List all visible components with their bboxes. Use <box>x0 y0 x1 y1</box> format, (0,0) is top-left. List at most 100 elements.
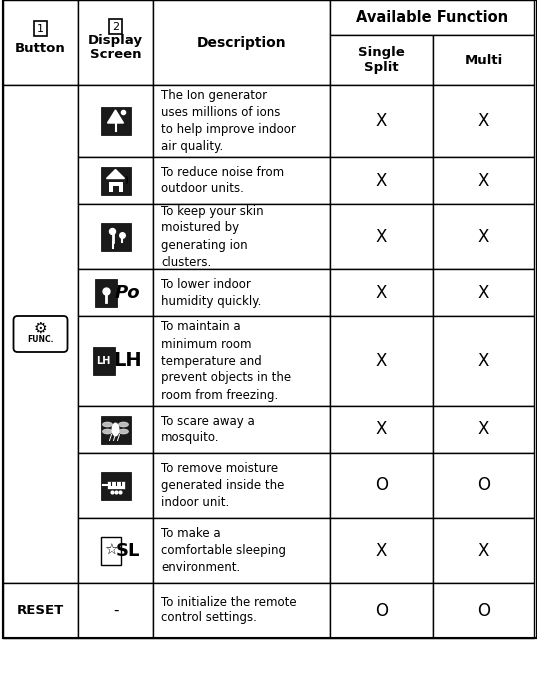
Text: Description: Description <box>197 36 286 49</box>
Text: Multi: Multi <box>465 53 503 66</box>
Bar <box>433 316 534 406</box>
Bar <box>433 518 534 583</box>
Text: X: X <box>376 352 387 370</box>
Bar <box>78 269 153 316</box>
Text: Display: Display <box>88 34 143 47</box>
Bar <box>78 453 153 518</box>
Bar <box>108 181 122 191</box>
Bar <box>106 481 125 489</box>
Text: X: X <box>478 172 489 189</box>
Polygon shape <box>106 170 125 178</box>
Bar <box>78 583 153 638</box>
Text: X: X <box>478 283 489 301</box>
Text: To remove moisture
generated inside the
indoor unit.: To remove moisture generated inside the … <box>161 462 285 509</box>
Text: LH: LH <box>96 356 111 366</box>
Ellipse shape <box>119 429 128 434</box>
Bar <box>100 537 120 564</box>
Bar <box>153 518 330 583</box>
Bar <box>100 471 130 500</box>
Text: Button: Button <box>15 42 66 55</box>
Bar <box>92 347 114 375</box>
Bar <box>153 269 330 316</box>
Bar <box>78 0 153 85</box>
Bar <box>78 85 153 157</box>
Circle shape <box>110 228 115 235</box>
Bar <box>433 269 534 316</box>
Text: To make a
comfortable sleeping
environment.: To make a comfortable sleeping environme… <box>161 527 286 574</box>
Bar <box>433 35 534 85</box>
Text: To initialize the remote
control settings.: To initialize the remote control setting… <box>161 596 296 625</box>
Bar <box>153 316 330 406</box>
Bar <box>330 269 433 316</box>
Text: ⚙: ⚙ <box>34 320 47 335</box>
Bar <box>100 166 130 195</box>
Text: X: X <box>376 283 387 301</box>
Text: X: X <box>376 172 387 189</box>
Text: RESET: RESET <box>17 604 64 617</box>
Text: X: X <box>478 352 489 370</box>
Bar <box>153 0 330 85</box>
Bar <box>78 204 153 269</box>
Bar <box>330 583 433 638</box>
Bar <box>330 453 433 518</box>
Text: 2: 2 <box>112 22 119 32</box>
Text: X: X <box>376 112 387 130</box>
Bar <box>330 0 534 35</box>
Text: X: X <box>478 420 489 439</box>
Text: X: X <box>478 541 489 560</box>
Bar <box>153 204 330 269</box>
Ellipse shape <box>119 422 128 427</box>
Text: X: X <box>376 228 387 245</box>
Text: Single
Split: Single Split <box>358 46 405 74</box>
Bar <box>433 157 534 204</box>
Bar <box>3 85 78 583</box>
Text: To reduce noise from
outdoor units.: To reduce noise from outdoor units. <box>161 166 284 195</box>
Bar <box>153 583 330 638</box>
Bar <box>112 185 119 191</box>
Polygon shape <box>107 110 124 123</box>
Text: FUNC.: FUNC. <box>27 335 54 345</box>
Text: To keep your skin
moistured by
generating ion
clusters.: To keep your skin moistured by generatin… <box>161 205 264 268</box>
Text: X: X <box>376 541 387 560</box>
Bar <box>433 406 534 453</box>
Bar <box>153 85 330 157</box>
Text: O: O <box>477 477 490 495</box>
Text: O: O <box>477 602 490 619</box>
Bar <box>100 222 130 251</box>
Ellipse shape <box>103 422 112 427</box>
Text: Available Function: Available Function <box>356 10 508 25</box>
Text: To lower indoor
humidity quickly.: To lower indoor humidity quickly. <box>161 278 262 308</box>
Text: O: O <box>375 602 388 619</box>
Bar <box>153 406 330 453</box>
Bar <box>330 35 433 85</box>
Text: X: X <box>478 112 489 130</box>
Bar <box>100 416 130 443</box>
Text: X: X <box>376 420 387 439</box>
Bar <box>78 157 153 204</box>
Text: To scare away a
mosquito.: To scare away a mosquito. <box>161 414 255 445</box>
Bar <box>330 85 433 157</box>
Text: -: - <box>113 603 118 618</box>
Text: To maintain a
minimum room
temperature and
prevent objects in the
room from free: To maintain a minimum room temperature a… <box>161 320 291 402</box>
Text: O: O <box>375 477 388 495</box>
Bar <box>330 316 433 406</box>
Bar <box>433 204 534 269</box>
Text: ☆: ☆ <box>104 543 117 558</box>
Bar <box>78 316 153 406</box>
Bar <box>433 85 534 157</box>
Text: SL: SL <box>115 541 140 560</box>
Text: X: X <box>478 228 489 245</box>
FancyBboxPatch shape <box>13 316 68 352</box>
Bar <box>433 583 534 638</box>
Bar <box>3 0 78 85</box>
Ellipse shape <box>103 429 112 434</box>
Ellipse shape <box>112 422 120 437</box>
Bar <box>153 453 330 518</box>
Bar <box>330 157 433 204</box>
Bar <box>95 279 117 306</box>
Text: Po: Po <box>115 283 140 301</box>
Text: The Ion generator
uses millions of ions
to help improve indoor
air quality.: The Ion generator uses millions of ions … <box>161 89 296 153</box>
Bar <box>433 453 534 518</box>
Bar <box>330 204 433 269</box>
Bar <box>330 518 433 583</box>
